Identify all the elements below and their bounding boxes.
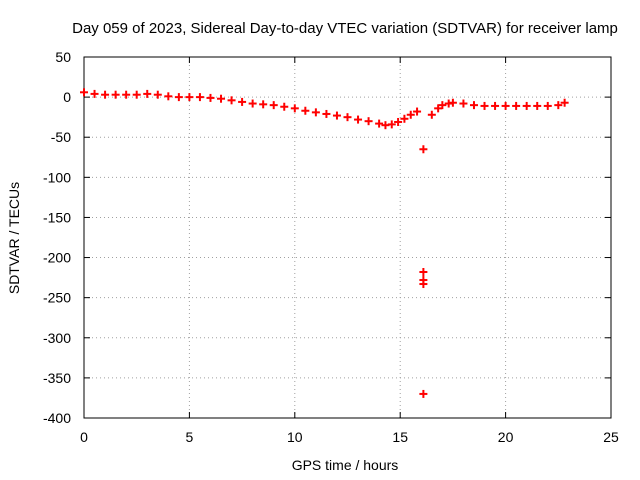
data-point (419, 280, 428, 289)
y-tick-label: -150 (43, 209, 71, 225)
data-point (206, 93, 215, 102)
x-tick-label: 5 (186, 429, 194, 445)
x-tick-label: 0 (80, 429, 88, 445)
data-point (122, 90, 131, 99)
data-point (554, 101, 563, 110)
x-axis-label: GPS time / hours (292, 457, 399, 473)
data-point (480, 101, 489, 110)
data-point (217, 94, 226, 103)
data-point (332, 111, 341, 120)
x-tick-label: 25 (603, 429, 619, 445)
data-point (512, 101, 521, 110)
data-point (248, 99, 257, 108)
data-point (427, 110, 436, 119)
data-point (259, 100, 268, 109)
data-point (394, 117, 403, 126)
data-point (238, 97, 247, 106)
data-point (101, 90, 110, 99)
y-tick-label: -100 (43, 169, 71, 185)
data-point (185, 93, 194, 102)
data-point (311, 108, 320, 117)
y-axis-label: SDTVAR / TECUs (6, 182, 22, 294)
data-points (80, 88, 569, 398)
data-point (269, 101, 278, 110)
data-point (301, 106, 310, 115)
data-point (560, 98, 569, 107)
y-tick-label: 0 (63, 89, 71, 105)
data-point (364, 117, 373, 126)
x-tick-label: 15 (392, 429, 408, 445)
data-point (290, 104, 299, 113)
data-point (438, 101, 447, 110)
y-tick-label: 50 (55, 49, 71, 65)
data-point (227, 96, 236, 105)
data-point (419, 389, 428, 398)
data-point (111, 90, 120, 99)
data-point (419, 145, 428, 154)
x-tick-label: 20 (498, 429, 514, 445)
y-tick-label: -250 (43, 290, 71, 306)
data-point (90, 89, 99, 98)
data-point (448, 98, 457, 107)
data-point (522, 101, 531, 110)
data-point (354, 115, 363, 124)
y-tick-label: -50 (51, 129, 71, 145)
data-point (143, 89, 152, 98)
data-point (375, 119, 384, 128)
data-point (413, 107, 422, 116)
y-tick-label: -350 (43, 370, 71, 386)
data-point (434, 104, 443, 113)
data-point (543, 101, 552, 110)
y-tick-label: -200 (43, 250, 71, 266)
plot-frame (83, 56, 612, 419)
data-point (400, 114, 409, 123)
data-point (343, 113, 352, 122)
data-point (280, 102, 289, 111)
data-point (195, 93, 204, 102)
y-tick-label: -300 (43, 330, 71, 346)
data-point (80, 88, 88, 97)
data-point (322, 109, 331, 118)
axis-ticks: 0 5 10 15 20 25 50 0 -50 -100 -150 -200 -250 -300 -350… (43, 49, 619, 445)
data-point (491, 101, 500, 110)
y-tick-label: -400 (43, 410, 71, 426)
data-point (387, 120, 396, 129)
data-point (501, 101, 510, 110)
data-point (459, 99, 468, 108)
data-point (419, 267, 428, 276)
data-point (164, 92, 173, 101)
data-point (153, 90, 162, 99)
grid (84, 57, 611, 418)
x-tick-label: 10 (287, 429, 303, 445)
chart-title: Day 059 of 2023, Sidereal Day-to-day VTE… (72, 20, 618, 37)
data-point (132, 90, 141, 99)
data-point (469, 101, 478, 110)
data-point (406, 110, 415, 119)
data-point (533, 101, 542, 110)
data-point (174, 93, 183, 102)
